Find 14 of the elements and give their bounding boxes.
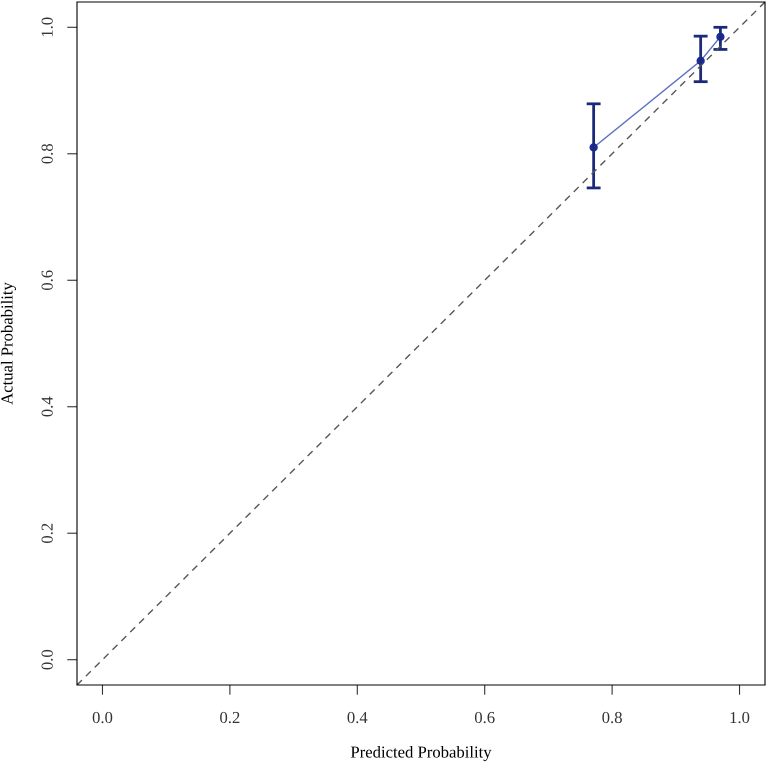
y-tick-label: 0.4 (42, 396, 53, 417)
x-tick-label: 0.2 (220, 712, 240, 724)
y-tick-label: 0.0 (42, 650, 53, 670)
x-tick-label: 1.0 (730, 712, 750, 724)
y-tick-label: 0.8 (42, 144, 53, 164)
y-tick-label: 0.2 (42, 524, 53, 544)
x-tick-label: 0.0 (92, 712, 112, 724)
y-tick-label: 1.0 (42, 18, 53, 36)
x-axis-title: Predicted Probability (350, 746, 492, 762)
x-tick-label: 0.4 (348, 712, 368, 724)
y-axis-title: Actual Probability (0, 282, 16, 405)
x-tick-label: 0.8 (602, 712, 622, 724)
x-tick-label: 0.6 (474, 712, 495, 724)
y-tick-label: 0.6 (42, 270, 53, 290)
